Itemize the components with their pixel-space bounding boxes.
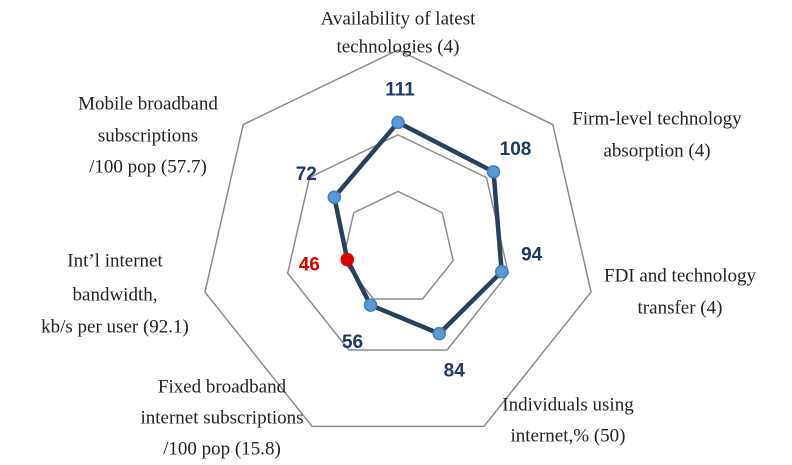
axis-label: kb/s per user (92.1) (41, 316, 189, 337)
data-label: 84 (444, 361, 466, 382)
data-label: 108 (500, 139, 532, 160)
data-label: 111 (385, 79, 415, 100)
axis-label: internet,% (50) (510, 425, 625, 446)
data-label: 46 (299, 255, 320, 276)
axis-label: bandwidth, (73, 284, 158, 305)
axis-label: FDI and technology (604, 265, 756, 286)
axis-label: subscriptions (98, 125, 198, 146)
marker (340, 252, 355, 267)
data-label: 56 (342, 332, 363, 353)
axis-label: Fixed broadband (158, 376, 287, 397)
axis-label: /100 pop (15.8) (163, 438, 281, 459)
marker (363, 298, 378, 312)
axis-label: Mobile broadband (78, 93, 218, 114)
axis-label: Firm-level technology (572, 108, 742, 129)
marker (494, 264, 509, 279)
axis-label: transfer (4) (638, 297, 723, 318)
marker (391, 115, 405, 130)
data-label: 94 (521, 245, 543, 266)
axis-label: absorption (4) (603, 140, 710, 161)
series-line (332, 120, 504, 336)
axis-label: Individuals using (502, 394, 634, 415)
axis-label: technologies (4) (337, 36, 460, 57)
data-label: 72 (296, 164, 317, 185)
grid-ring (204, 49, 592, 428)
axis-label: Int’l internet (67, 250, 163, 271)
marker (432, 326, 446, 341)
grid-ring (342, 190, 454, 300)
grid-ring (286, 134, 510, 351)
axis-label: Availability of latest (321, 8, 476, 29)
marker (486, 165, 501, 179)
axis-label: internet subscriptions (140, 407, 303, 428)
marker (327, 190, 342, 204)
axis-label: /100 pop (57.7) (89, 156, 207, 177)
